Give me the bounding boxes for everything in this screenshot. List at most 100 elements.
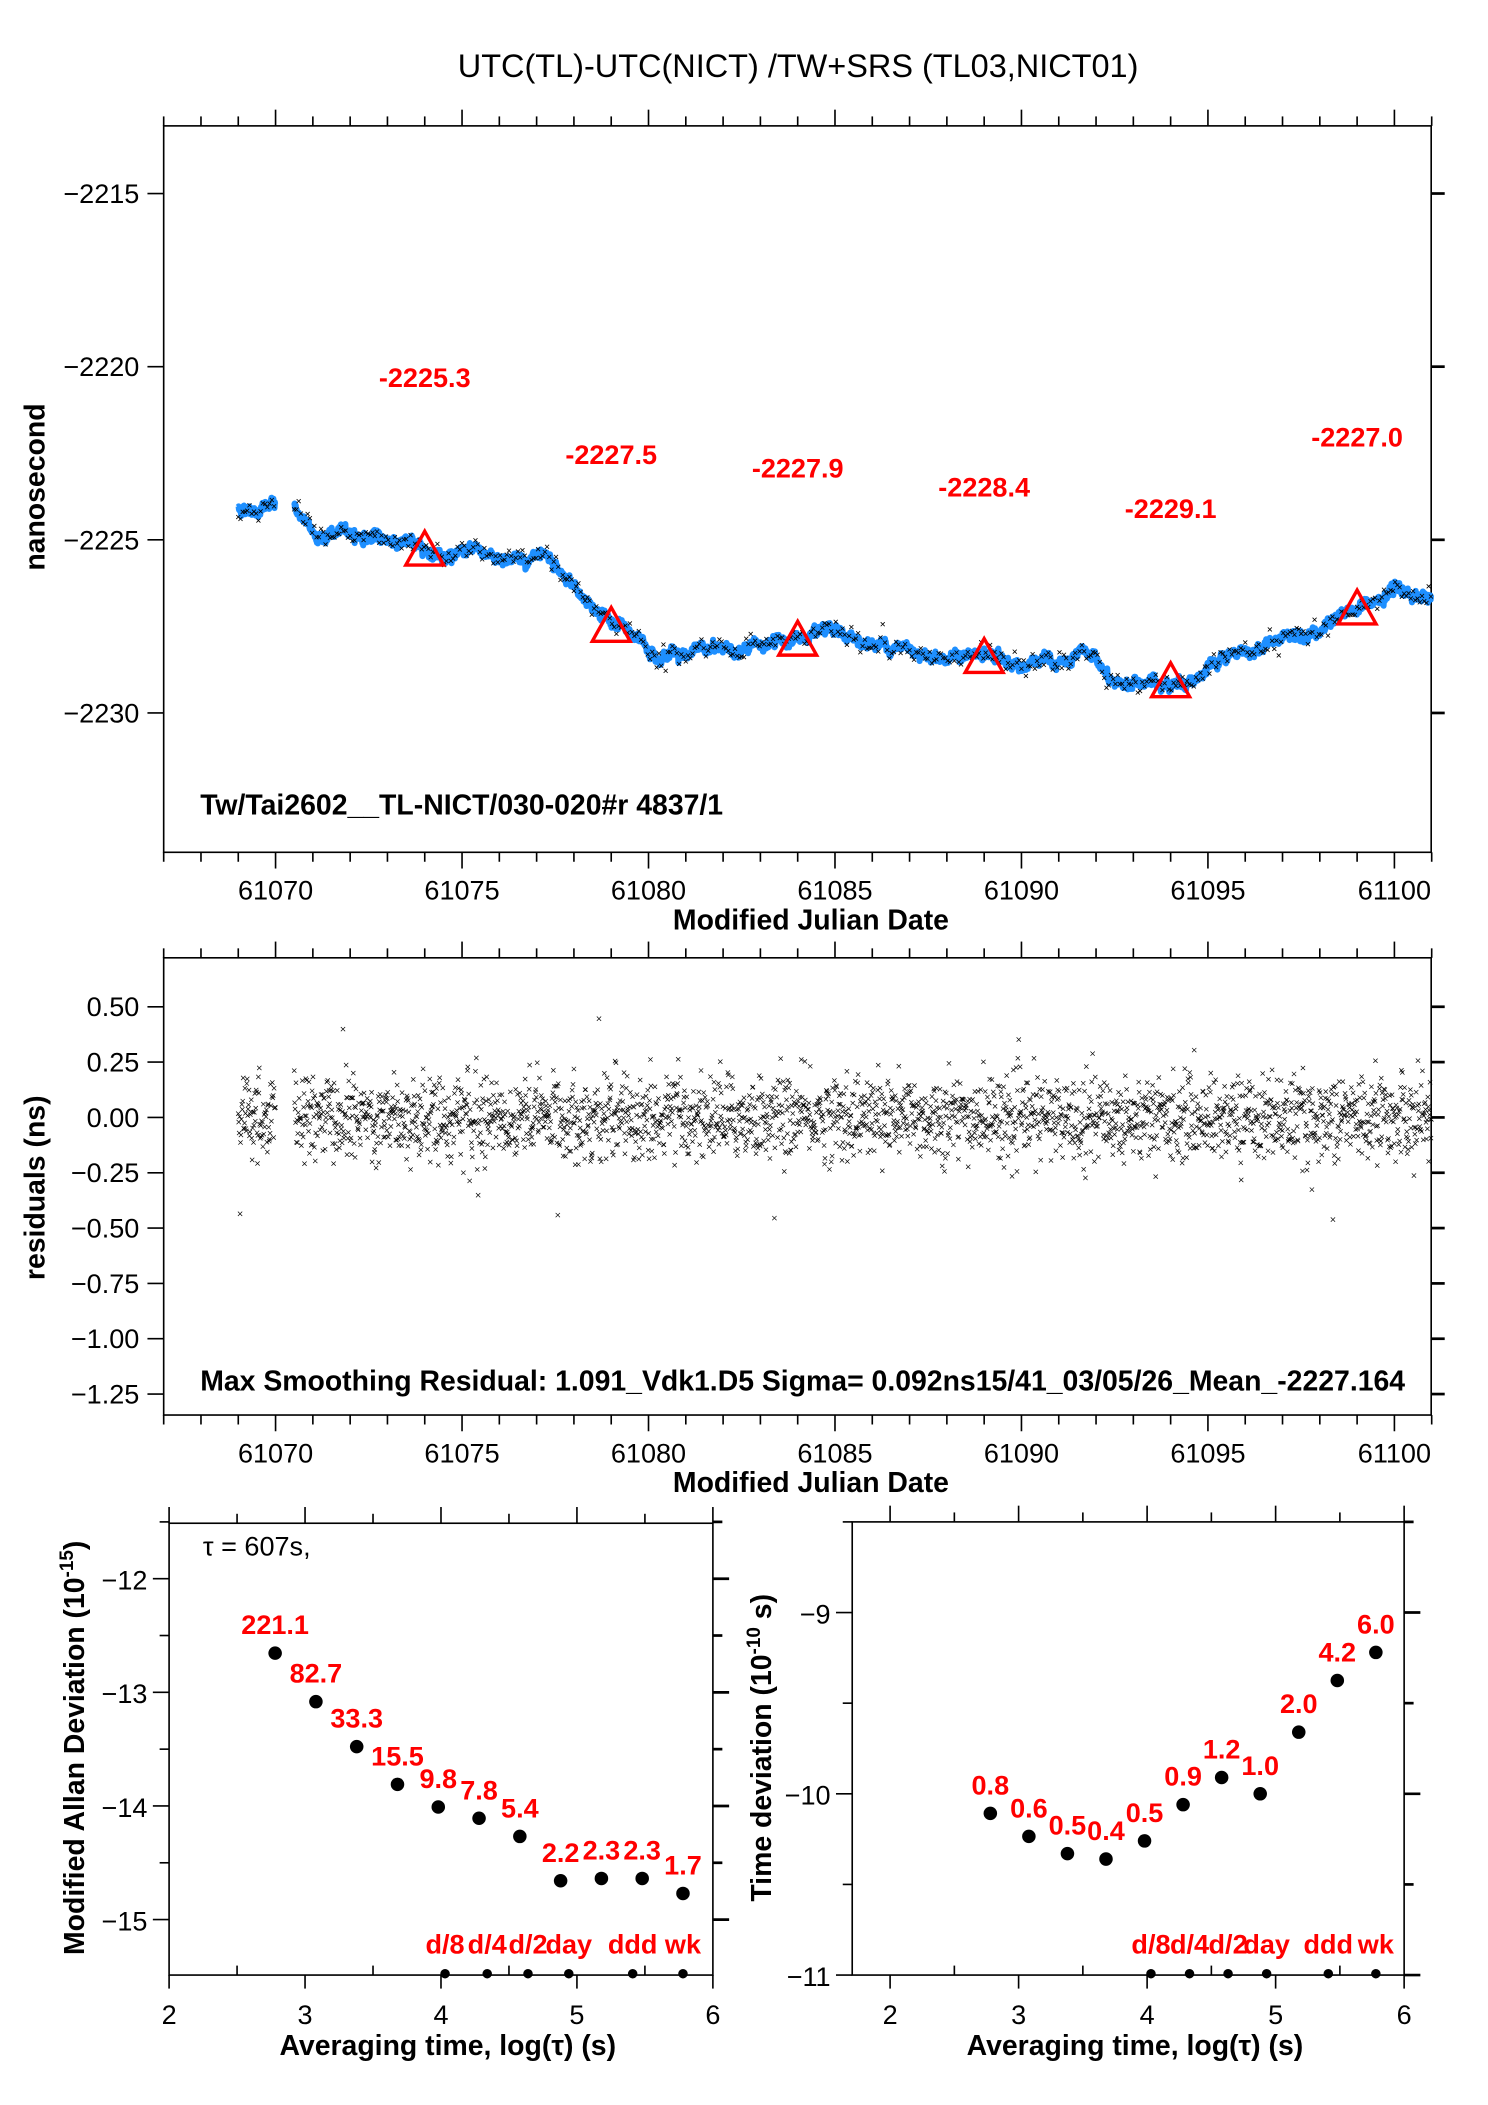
data-point — [1330, 614, 1335, 619]
residual-point — [405, 1098, 411, 1103]
residual-point — [674, 1092, 680, 1097]
residual-point — [388, 1108, 393, 1114]
residual-point — [790, 1121, 796, 1126]
data-point — [1238, 645, 1244, 651]
residual-point — [1123, 1131, 1129, 1137]
residual-point — [346, 1105, 352, 1111]
residual-point — [520, 1137, 526, 1143]
residual-point — [1004, 1120, 1010, 1126]
residual-point — [495, 1107, 501, 1113]
residual-point — [1264, 1122, 1270, 1128]
residual-point — [1229, 1112, 1235, 1118]
residual-point — [1112, 1132, 1117, 1137]
data-point — [938, 651, 944, 656]
residual-point — [335, 1121, 341, 1127]
residual-point — [1302, 1097, 1308, 1103]
residual-point — [949, 1107, 955, 1113]
data-point — [692, 645, 698, 651]
data-point — [1162, 680, 1167, 686]
residual-point — [1097, 1084, 1103, 1089]
residual-point — [1208, 1070, 1214, 1076]
residual-point — [961, 1097, 967, 1103]
residual-point — [953, 1119, 959, 1125]
residual-point — [1203, 1092, 1209, 1098]
residual-point — [1160, 1125, 1166, 1130]
residual-point — [1042, 1078, 1048, 1084]
residual-point — [1061, 1130, 1066, 1136]
residual-point — [485, 1126, 491, 1132]
residual-point — [779, 1103, 785, 1109]
residual-point — [959, 1118, 965, 1124]
residual-point — [1359, 1074, 1364, 1080]
residual-point — [1208, 1122, 1214, 1128]
data-point — [981, 656, 986, 661]
residual-point — [547, 1140, 553, 1146]
data-point — [703, 654, 709, 659]
data-point — [1260, 650, 1266, 655]
residual-point — [1422, 1110, 1428, 1116]
data-point — [1318, 632, 1324, 637]
residual-point — [978, 1087, 984, 1093]
data-point — [1001, 654, 1006, 660]
residual-point — [376, 1160, 382, 1165]
data-point — [1289, 628, 1295, 634]
residual-point — [777, 1109, 783, 1114]
residual-point — [891, 1138, 897, 1143]
y-tick-label: −15 — [102, 1906, 148, 1936]
residual-point — [585, 1122, 591, 1128]
residual-point — [302, 1122, 308, 1128]
y-tick-label: −12 — [102, 1566, 148, 1596]
residual-point — [511, 1114, 517, 1120]
residual-point — [867, 1147, 873, 1153]
residual-point — [583, 1087, 588, 1093]
residual-point — [827, 1166, 832, 1172]
residual-point — [1163, 1136, 1168, 1142]
residual-point — [1365, 1155, 1371, 1161]
data-point — [649, 649, 655, 655]
residual-point — [435, 1106, 441, 1112]
residual-point — [1093, 1131, 1099, 1137]
residual-point — [427, 1159, 433, 1165]
residual-point — [1036, 1119, 1042, 1125]
residual-point — [359, 1100, 365, 1106]
residual-point — [411, 1093, 417, 1099]
residual-point — [427, 1076, 433, 1082]
residual-point — [763, 1147, 769, 1153]
residual-point — [752, 1119, 758, 1125]
residual-point — [653, 1129, 659, 1135]
residual-point — [405, 1143, 411, 1149]
residual-point — [789, 1094, 795, 1100]
residual-point — [1263, 1114, 1269, 1120]
residual-point — [1279, 1133, 1284, 1139]
residual-point — [509, 1124, 515, 1129]
residual-point — [1360, 1079, 1366, 1085]
residual-point — [620, 1107, 626, 1113]
residual-point — [1189, 1123, 1194, 1129]
residual-point — [742, 1147, 748, 1153]
data-point — [911, 657, 917, 663]
residual-point — [763, 1127, 768, 1132]
data-point — [1399, 594, 1405, 600]
residual-point — [267, 1136, 273, 1142]
residual-point — [1314, 1123, 1320, 1128]
residual-point — [843, 1085, 849, 1090]
residual-point — [1216, 1106, 1222, 1112]
residual-point — [566, 1098, 571, 1104]
residual-point — [355, 1127, 361, 1133]
residual-point — [374, 1140, 379, 1146]
residual-point — [978, 1142, 984, 1148]
residual-point — [610, 1152, 616, 1158]
residual-point — [892, 1093, 898, 1099]
residual-point — [1378, 1138, 1384, 1144]
x-tick-label: 61100 — [1358, 1438, 1431, 1468]
residual-point — [1411, 1124, 1417, 1130]
residual-point — [1328, 1101, 1334, 1107]
residual-point — [893, 1098, 899, 1104]
residual-point — [1057, 1116, 1062, 1122]
residual-point — [541, 1124, 547, 1130]
residual-point — [1428, 1116, 1433, 1122]
residual-point — [327, 1101, 332, 1107]
residual-point — [742, 1133, 747, 1138]
residual-point — [435, 1162, 441, 1168]
residual-point — [452, 1091, 457, 1096]
